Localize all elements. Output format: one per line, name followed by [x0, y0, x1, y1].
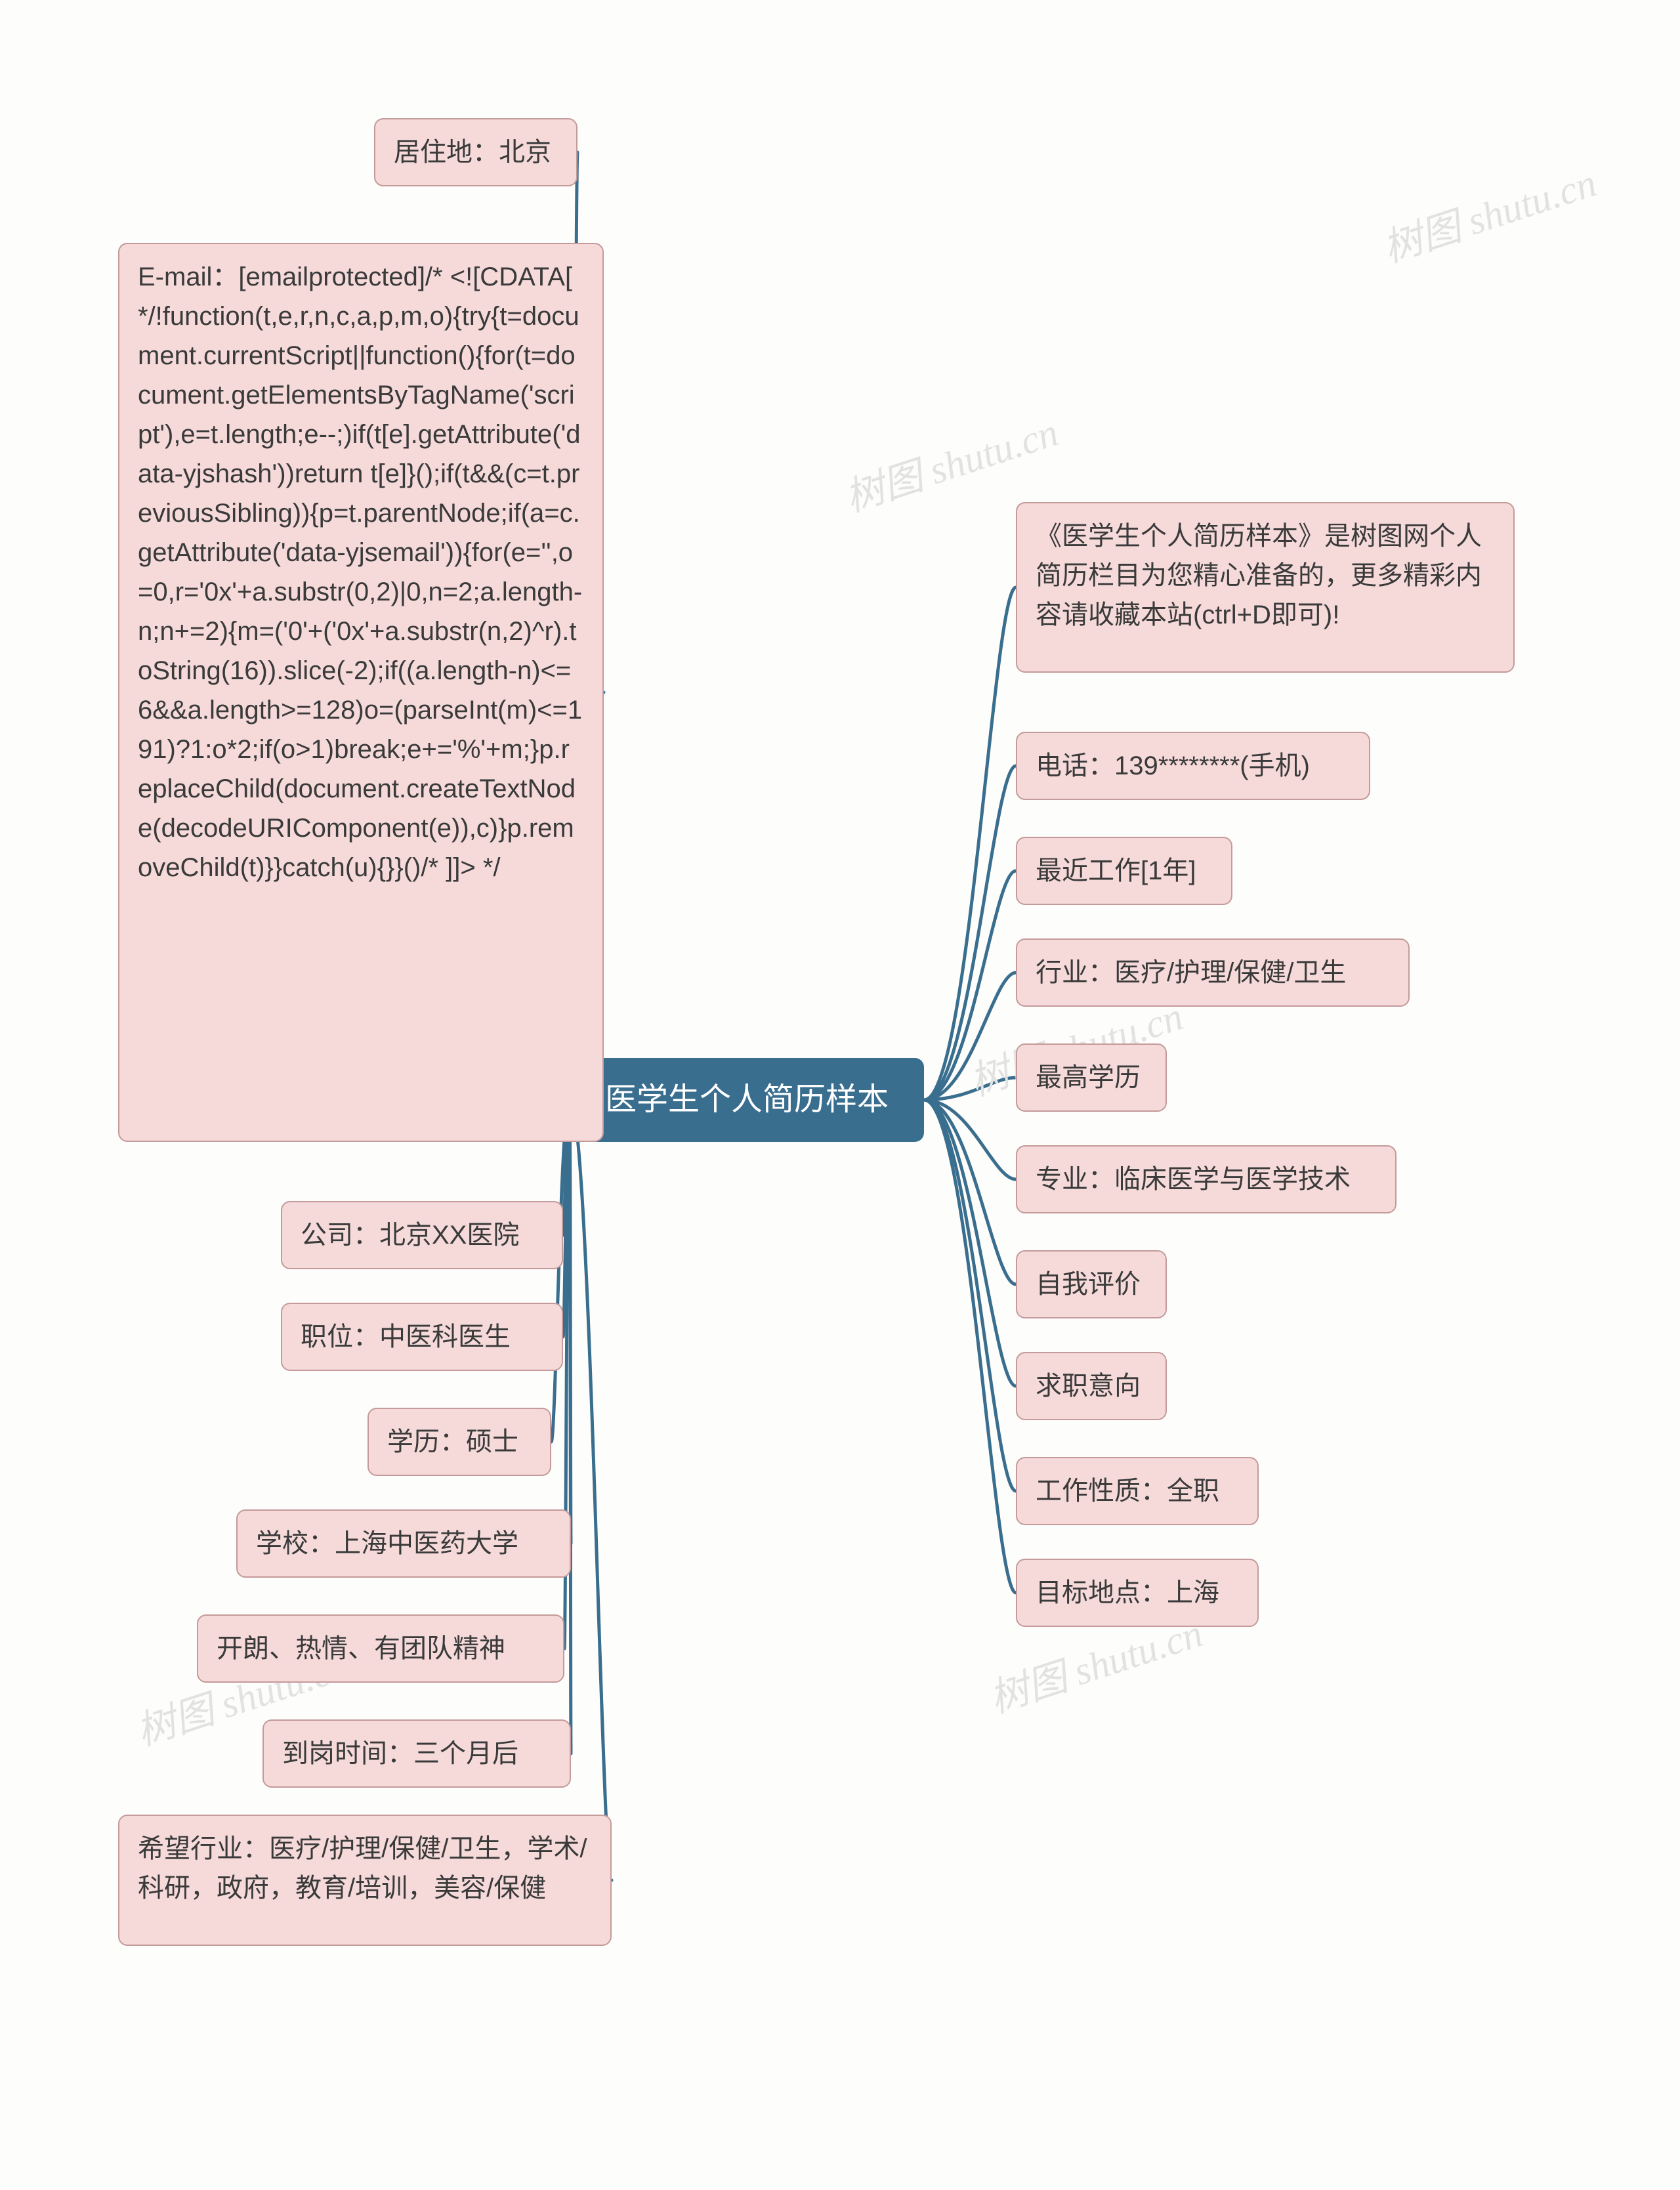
edge-n_school — [570, 1100, 571, 1544]
edge-n_jobintent — [924, 1100, 1016, 1386]
leaf-node-n_major: 专业：临床医学与医学技术 — [1016, 1145, 1396, 1213]
edge-n_arrive — [570, 1100, 571, 1754]
leaf-node-n_residence: 居住地：北京 — [374, 118, 578, 186]
leaf-node-n_jobintent: 求职意向 — [1016, 1352, 1167, 1420]
leaf-node-n_phone: 电话：139********(手机) — [1016, 732, 1370, 800]
leaf-node-n_personality: 开朗、热情、有团队精神 — [197, 1614, 564, 1683]
edge-n_worktype — [924, 1100, 1016, 1491]
leaf-node-n_position: 职位：中医科医生 — [281, 1303, 563, 1371]
leaf-node-n_school: 学校：上海中医药大学 — [236, 1509, 571, 1578]
leaf-node-n_recentwork: 最近工作[1年] — [1016, 837, 1232, 905]
edge-n_phone — [924, 766, 1016, 1100]
edge-n_recentwork — [924, 871, 1016, 1100]
edge-n_hopeind — [570, 1100, 612, 1880]
watermark: 树图 shutu.cn — [1375, 151, 1603, 274]
leaf-node-n_email: E-mail：[emailprotected]/* <![CDATA[ */!f… — [118, 243, 604, 1142]
leaf-node-n_arrive: 到岗时间：三个月后 — [262, 1719, 571, 1788]
edge-n_industry — [924, 973, 1016, 1100]
leaf-node-n_degree: 学历：硕士 — [368, 1408, 551, 1476]
leaf-node-n_topedu: 最高学历 — [1016, 1043, 1167, 1112]
leaf-node-n_targetloc: 目标地点：上海 — [1016, 1559, 1259, 1627]
leaf-node-n_hopeind: 希望行业：医疗/护理/保健/卫生，学术/科研，政府，教育/培训，美容/保健 — [118, 1815, 612, 1946]
leaf-node-n_intro: 《医学生个人简历样本》是树图网个人简历栏目为您精心准备的，更多精彩内容请收藏本站… — [1016, 502, 1515, 673]
leaf-node-n_selfeval: 自我评价 — [1016, 1250, 1167, 1318]
leaf-node-n_industry: 行业：医疗/护理/保健/卫生 — [1016, 938, 1410, 1007]
edge-n_degree — [551, 1100, 570, 1442]
edge-n_major — [924, 1100, 1016, 1179]
leaf-node-n_company: 公司：北京XX医院 — [281, 1201, 563, 1269]
leaf-node-n_worktype: 工作性质：全职 — [1016, 1457, 1259, 1525]
edge-n_targetloc — [924, 1100, 1016, 1593]
edge-n_intro — [924, 587, 1016, 1100]
edge-n_topedu — [924, 1078, 1016, 1100]
edge-n_selfeval — [924, 1100, 1016, 1284]
center-node: 医学生个人简历样本 — [570, 1058, 924, 1142]
